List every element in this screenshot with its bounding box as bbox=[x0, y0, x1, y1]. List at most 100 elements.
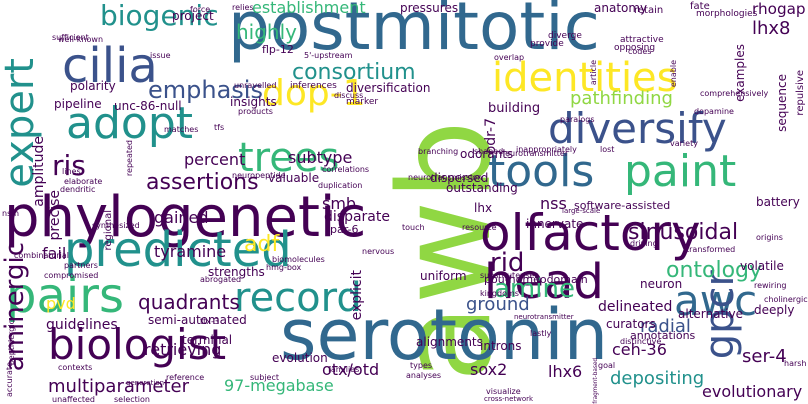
word: discuss bbox=[334, 91, 364, 100]
word: harsh bbox=[784, 359, 807, 368]
word: ris bbox=[52, 149, 86, 182]
word: cholinergic bbox=[764, 295, 808, 304]
word: biologist bbox=[48, 320, 227, 369]
word: smb bbox=[322, 194, 357, 213]
word: disparate bbox=[324, 209, 390, 225]
word: odorants bbox=[460, 147, 514, 161]
word: building bbox=[488, 101, 541, 116]
word: codes bbox=[628, 47, 652, 56]
word: attractive bbox=[620, 35, 664, 45]
word: contexts bbox=[58, 363, 93, 372]
word: unravelled bbox=[234, 81, 277, 90]
word: pairs bbox=[6, 268, 124, 324]
word: otx/otd bbox=[322, 360, 380, 379]
word: opposing bbox=[614, 43, 656, 53]
word: depositing bbox=[610, 368, 705, 389]
word: inferences bbox=[290, 81, 337, 91]
word: serotonin bbox=[280, 294, 609, 376]
word: products bbox=[238, 107, 273, 116]
word: repulsive bbox=[795, 70, 806, 116]
word: amine bbox=[494, 274, 575, 304]
word: subject bbox=[250, 373, 279, 382]
word: gained bbox=[154, 208, 209, 227]
word: matches bbox=[164, 125, 199, 134]
word: project bbox=[172, 9, 214, 23]
word: uniform bbox=[420, 269, 467, 283]
word: postmitotic bbox=[228, 0, 600, 65]
word: goal bbox=[598, 361, 616, 370]
word: polarity bbox=[70, 79, 116, 93]
word: morphologies bbox=[696, 9, 758, 19]
word: paint bbox=[624, 146, 737, 197]
word: software-assisted bbox=[574, 199, 671, 212]
word: tfs bbox=[214, 123, 225, 132]
word: resource bbox=[462, 223, 497, 232]
word: pou-homeodomain bbox=[484, 273, 588, 286]
word: synthesized bbox=[92, 221, 140, 230]
word: neuropeptide bbox=[232, 171, 286, 180]
word: explicit bbox=[349, 270, 365, 321]
word: driving bbox=[630, 239, 658, 248]
word: lhx bbox=[474, 201, 493, 215]
word: curators bbox=[606, 317, 656, 331]
word: flp-12 bbox=[262, 43, 294, 56]
word: outstanding bbox=[446, 181, 518, 195]
word: distinctive bbox=[620, 337, 662, 346]
word: accurate bbox=[5, 362, 14, 398]
word: nss bbox=[540, 194, 567, 213]
word: sequence bbox=[775, 74, 789, 132]
word: issue bbox=[150, 51, 171, 60]
word: pvd bbox=[46, 294, 76, 313]
word: provide bbox=[530, 39, 564, 49]
word: lost bbox=[600, 145, 615, 154]
word: ontology bbox=[666, 258, 763, 283]
word: volatile bbox=[740, 259, 784, 273]
word: shaped bbox=[474, 147, 504, 156]
word: neuron bbox=[640, 277, 683, 291]
word: alternative bbox=[678, 307, 743, 321]
word: 5'-upstream bbox=[304, 51, 353, 60]
word: combinatorial bbox=[14, 251, 70, 260]
word: types bbox=[410, 361, 433, 370]
word: article bbox=[589, 60, 598, 86]
word: predicted bbox=[64, 222, 292, 278]
word: strengths bbox=[208, 265, 265, 279]
word: substitute bbox=[480, 271, 521, 280]
word: awc bbox=[674, 276, 758, 325]
word: kingdoms bbox=[480, 289, 519, 298]
word: ttx-3 bbox=[200, 317, 219, 326]
word: multiparameter bbox=[48, 376, 190, 397]
word: alignments bbox=[416, 335, 483, 349]
word: transformed bbox=[686, 245, 736, 254]
word: cross-network bbox=[484, 395, 534, 403]
word: elaborate bbox=[64, 177, 103, 186]
word: generation bbox=[126, 379, 165, 387]
word: unaffected bbox=[52, 395, 96, 404]
word: dendritic bbox=[60, 185, 96, 194]
word: precise bbox=[47, 190, 63, 241]
word: visualize bbox=[486, 387, 521, 396]
word: neurotransmitter bbox=[514, 313, 574, 321]
word: assertions bbox=[146, 170, 259, 195]
word: cilia bbox=[62, 38, 158, 94]
word: par-6 bbox=[330, 223, 359, 236]
word: identities bbox=[492, 55, 678, 101]
word: lhx8 bbox=[752, 18, 791, 39]
word: lhx6 bbox=[548, 362, 583, 381]
word: introns bbox=[480, 339, 522, 353]
word: pressures bbox=[400, 1, 459, 15]
word: reference bbox=[166, 373, 205, 382]
word: valuable bbox=[268, 171, 320, 185]
word: relies bbox=[232, 3, 254, 12]
word: tools bbox=[488, 146, 595, 197]
word: touch bbox=[402, 223, 425, 232]
word: inappropriately bbox=[516, 145, 577, 154]
word: retain bbox=[634, 5, 664, 16]
word: 97-megabase bbox=[224, 376, 334, 395]
word: origins bbox=[756, 233, 783, 242]
word: diversification bbox=[346, 81, 431, 95]
word: battery bbox=[756, 195, 800, 209]
word: trees bbox=[238, 135, 340, 181]
word: selection bbox=[114, 395, 150, 404]
